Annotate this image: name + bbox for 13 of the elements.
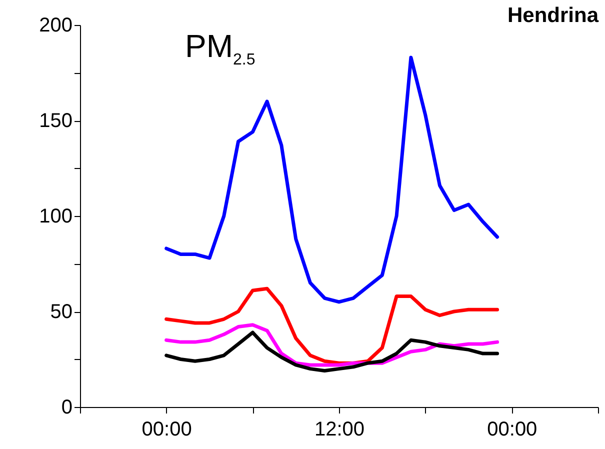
chart-title: Hendrina bbox=[507, 4, 599, 27]
x-tick-label: 12:00 bbox=[314, 418, 365, 440]
y-tick-label: 0 bbox=[61, 396, 72, 418]
line-series bbox=[164, 286, 500, 365]
y-tick-label: 100 bbox=[39, 206, 72, 228]
line-series bbox=[164, 330, 500, 372]
y-tick-label: 50 bbox=[50, 301, 72, 323]
x-tick-label: 00:00 bbox=[142, 418, 192, 440]
line-series bbox=[164, 323, 500, 367]
x-tick-label: 00:00 bbox=[487, 418, 538, 440]
y-tick-label: 150 bbox=[39, 110, 72, 132]
y-tick-label: 200 bbox=[39, 14, 72, 36]
annotation: PM$_{2.5}$ bbox=[185, 28, 256, 68]
